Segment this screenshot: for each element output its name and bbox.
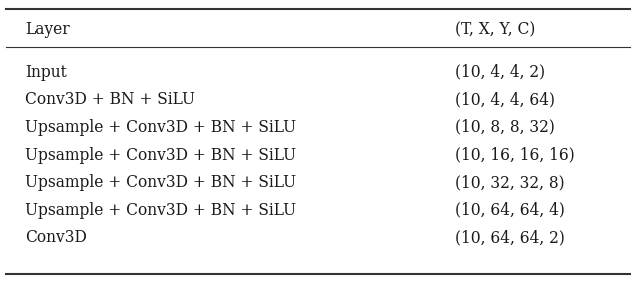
Text: Upsample + Conv3D + BN + SiLU: Upsample + Conv3D + BN + SiLU (25, 174, 296, 191)
Text: (10, 4, 4, 2): (10, 4, 4, 2) (455, 64, 545, 81)
Text: (10, 16, 16, 16): (10, 16, 16, 16) (455, 147, 575, 164)
Text: (10, 8, 8, 32): (10, 8, 8, 32) (455, 119, 555, 136)
Text: Layer: Layer (25, 21, 70, 38)
Text: (10, 64, 64, 2): (10, 64, 64, 2) (455, 230, 565, 247)
Text: (T, X, Y, C): (T, X, Y, C) (455, 21, 536, 38)
Text: Upsample + Conv3D + BN + SiLU: Upsample + Conv3D + BN + SiLU (25, 147, 296, 164)
Text: Conv3D + BN + SiLU: Conv3D + BN + SiLU (25, 91, 195, 108)
Text: (10, 64, 64, 4): (10, 64, 64, 4) (455, 202, 565, 219)
Text: Input: Input (25, 64, 67, 81)
Text: (10, 32, 32, 8): (10, 32, 32, 8) (455, 174, 565, 191)
Text: Upsample + Conv3D + BN + SiLU: Upsample + Conv3D + BN + SiLU (25, 202, 296, 219)
Text: (10, 4, 4, 64): (10, 4, 4, 64) (455, 91, 555, 108)
Text: Conv3D: Conv3D (25, 230, 87, 247)
Text: Upsample + Conv3D + BN + SiLU: Upsample + Conv3D + BN + SiLU (25, 119, 296, 136)
